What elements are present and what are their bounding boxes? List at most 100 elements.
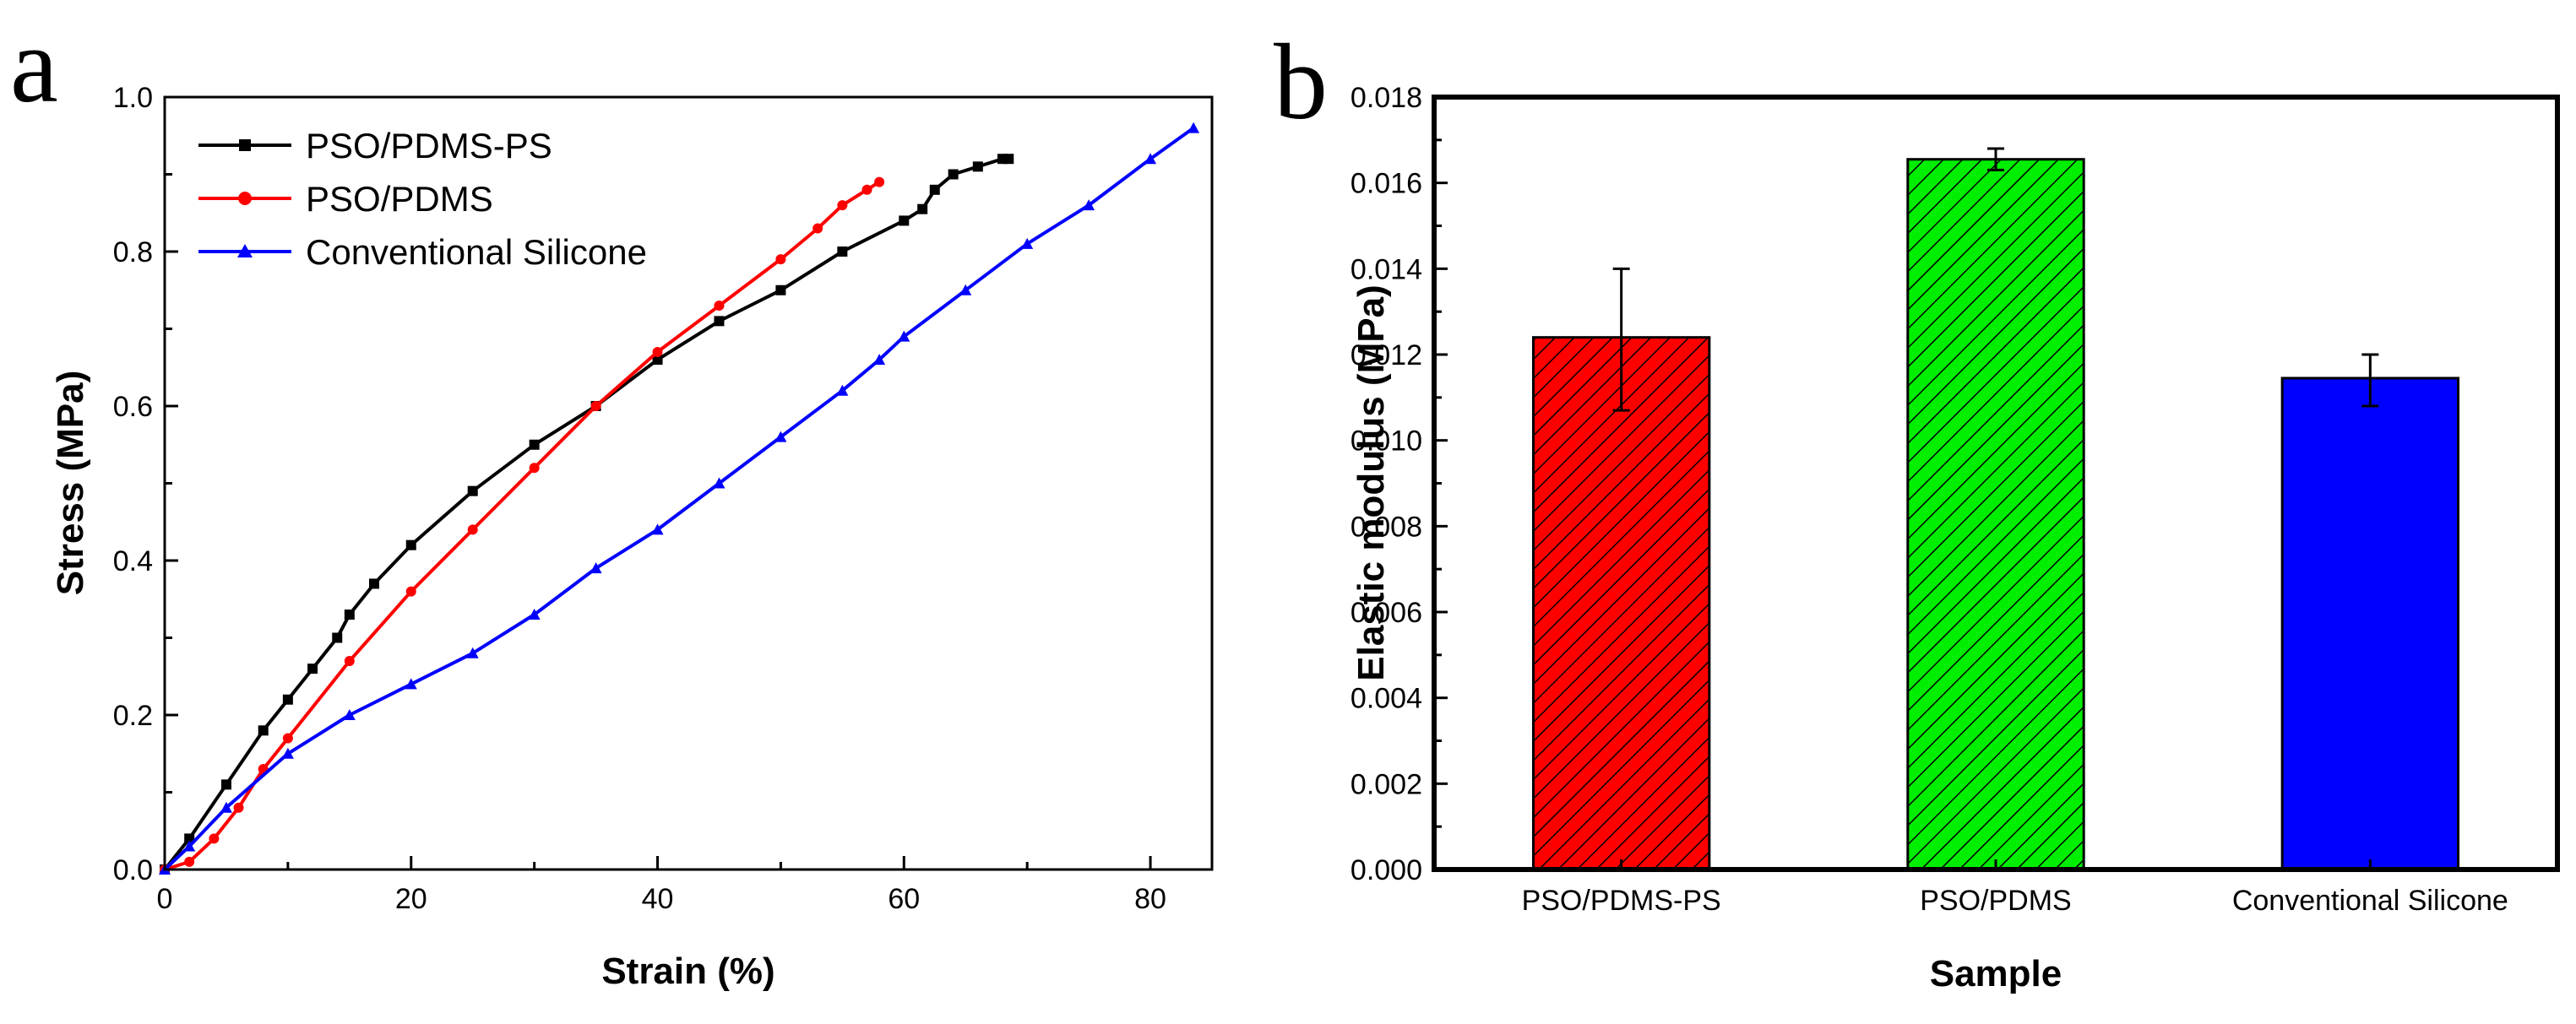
data-point-pso-pdms-ps <box>917 203 928 214</box>
chart-a-ticks: 0 20 40 60 80 0.0 0.2 0.4 0.6 0.8 1.0 <box>113 82 1166 915</box>
data-point-pso-pdms-ps <box>652 355 663 366</box>
y-tick-label: 0.000 <box>1350 854 1422 886</box>
series-line-conventional-silicone <box>163 126 1195 871</box>
data-point-pso-pdms <box>652 346 663 357</box>
category-label-conventional-silicone: Conventional Silicone <box>2232 885 2508 917</box>
y-tick-label: 0.006 <box>1350 597 1422 629</box>
y-tick-label: 0.2 <box>113 700 153 732</box>
x-tick-label: 80 <box>1134 883 1166 915</box>
legend-marker-circle <box>238 192 252 205</box>
data-point-pso-pdms-ps <box>332 632 343 643</box>
data-point-conventional-silicone <box>774 431 787 442</box>
data-point-pso-pdms-ps <box>467 485 478 496</box>
category-label-pso-pdms: PSO/PDMS <box>1920 885 2071 917</box>
data-point-pso-pdms <box>233 802 244 813</box>
data-point-conventional-silicone <box>836 384 849 396</box>
x-tick-label: 0 <box>157 883 173 915</box>
data-point-pso-pdms-ps <box>929 184 940 195</box>
data-point-pso-pdms-ps <box>307 664 318 675</box>
data-point-pso-pdms-ps <box>972 161 983 172</box>
data-point-pso-pdms-ps <box>775 284 786 295</box>
y-tick-label: 0.8 <box>113 236 153 268</box>
data-point-pso-pdms <box>775 254 786 265</box>
data-point-conventional-silicone <box>713 477 726 489</box>
y-tick-label: 0.008 <box>1350 511 1422 543</box>
data-point-pso-pdms-ps <box>948 169 959 180</box>
data-point-pso-pdms-ps <box>369 578 379 589</box>
chart-a-y-axis-title: Stress (MPa) <box>50 371 91 596</box>
data-point-conventional-silicone <box>528 609 541 620</box>
data-point-pso-pdms-ps <box>405 539 416 550</box>
stress-strain-chart: 0 20 40 60 80 0.0 0.2 0.4 0.6 0.8 1.0 PSO/PDMS-PS … <box>50 82 1214 992</box>
data-point-pso-pdms-ps <box>837 247 848 257</box>
data-point-conventional-silicone <box>183 840 196 852</box>
y-tick-label: 0.004 <box>1350 683 1422 715</box>
panel-label-a: a <box>10 5 58 125</box>
data-point-conventional-silicone <box>1083 199 1095 211</box>
data-point-pso-pdms <box>714 301 725 312</box>
legend-marker-square <box>239 139 251 151</box>
y-tick-label: 0.0 <box>113 854 153 886</box>
data-point-pso-pdms-ps <box>529 439 540 450</box>
data-point-pso-pdms <box>529 463 540 474</box>
category-label-pso-pdms-ps: PSO/PDMS-PS <box>1522 885 1721 917</box>
y-tick-label: 0.016 <box>1350 168 1422 200</box>
data-point-conventional-silicone <box>405 678 417 690</box>
data-point-conventional-silicone <box>651 523 664 535</box>
data-point-pso-pdms <box>861 184 872 195</box>
x-tick-label: 20 <box>395 883 427 915</box>
elastic-modulus-chart: PSO/PDMS-PS PSO/PDMS Conventional Silicone… <box>1350 82 2560 994</box>
panel-label-b: b <box>1274 22 1328 142</box>
y-tick-label: 0.012 <box>1350 339 1422 371</box>
data-point-conventional-silicone <box>466 647 479 658</box>
bar-pso-pdms <box>1906 158 2085 871</box>
data-point-pso-pdms-ps <box>258 725 269 736</box>
legend-marker-triangle <box>237 244 253 257</box>
data-point-pso-pdms <box>590 401 601 411</box>
data-point-pso-pdms <box>874 176 885 187</box>
x-tick-label: 60 <box>888 883 920 915</box>
chart-a-series-group <box>159 122 1200 875</box>
data-point-pso-pdms-ps <box>714 316 725 327</box>
data-point-pso-pdms-ps <box>220 779 231 790</box>
chart-a-legend: PSO/PDMS-PS PSO/PDMS Conventional Silico… <box>198 126 647 272</box>
data-point-conventional-silicone <box>220 801 232 813</box>
data-point-pso-pdms <box>282 733 293 744</box>
data-point-pso-pdms-ps <box>344 610 355 620</box>
y-tick-label: 0.002 <box>1350 768 1422 800</box>
data-point-pso-pdms <box>405 586 416 597</box>
x-tick-label: 40 <box>642 883 674 915</box>
bar-pso-pdms-ps <box>1531 336 1711 871</box>
data-point-pso-pdms <box>812 223 823 234</box>
data-point-pso-pdms <box>344 655 355 666</box>
legend-label-pso-pdms: PSO/PDMS <box>306 179 493 219</box>
data-point-pso-pdms-ps <box>1003 154 1014 165</box>
chart-b-x-axis-title: Sample <box>1930 953 2062 994</box>
y-tick-label: 0.018 <box>1350 82 1422 114</box>
data-point-conventional-silicone <box>873 354 886 366</box>
data-point-conventional-silicone <box>959 284 972 295</box>
y-tick-label: 0.010 <box>1350 425 1422 458</box>
y-tick-label: 0.6 <box>113 391 153 423</box>
data-point-conventional-silicone <box>281 747 294 759</box>
data-point-pso-pdms-ps <box>282 694 293 705</box>
data-point-pso-pdms <box>209 833 220 844</box>
data-point-pso-pdms <box>837 200 848 211</box>
data-point-conventional-silicone <box>1144 153 1157 165</box>
y-tick-label: 0.014 <box>1350 253 1422 285</box>
data-point-pso-pdms <box>184 856 195 867</box>
data-point-pso-pdms-ps <box>184 833 195 844</box>
chart-b-ticks: PSO/PDMS-PS PSO/PDMS Conventional Silicone… <box>1350 82 2508 917</box>
legend-label-conventional-silicone: Conventional Silicone <box>306 232 647 272</box>
data-point-conventional-silicone <box>1021 237 1034 249</box>
data-point-pso-pdms <box>467 524 478 535</box>
data-point-pso-pdms-ps <box>899 215 910 226</box>
chart-b-bars-group <box>1531 147 2460 871</box>
y-tick-label: 1.0 <box>113 82 153 114</box>
series-line-pso-pdms <box>164 180 881 871</box>
chart-a-x-axis-title: Strain (%) <box>601 951 774 992</box>
bar-conventional-silicone <box>2280 377 2460 871</box>
chart-b-y-axis-title: Elastic modulus (MPa) <box>1350 284 1392 680</box>
data-point-conventional-silicone <box>343 709 356 720</box>
